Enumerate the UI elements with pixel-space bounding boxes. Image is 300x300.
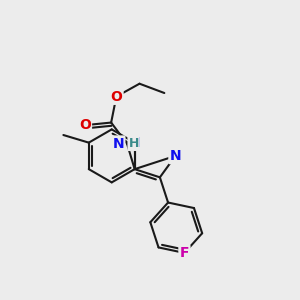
Text: N: N xyxy=(169,149,181,163)
Text: H: H xyxy=(128,137,139,150)
Text: N: N xyxy=(129,136,140,150)
Text: O: O xyxy=(110,90,122,104)
Text: F: F xyxy=(180,246,189,260)
Text: O: O xyxy=(79,118,91,132)
Text: N: N xyxy=(112,137,124,151)
